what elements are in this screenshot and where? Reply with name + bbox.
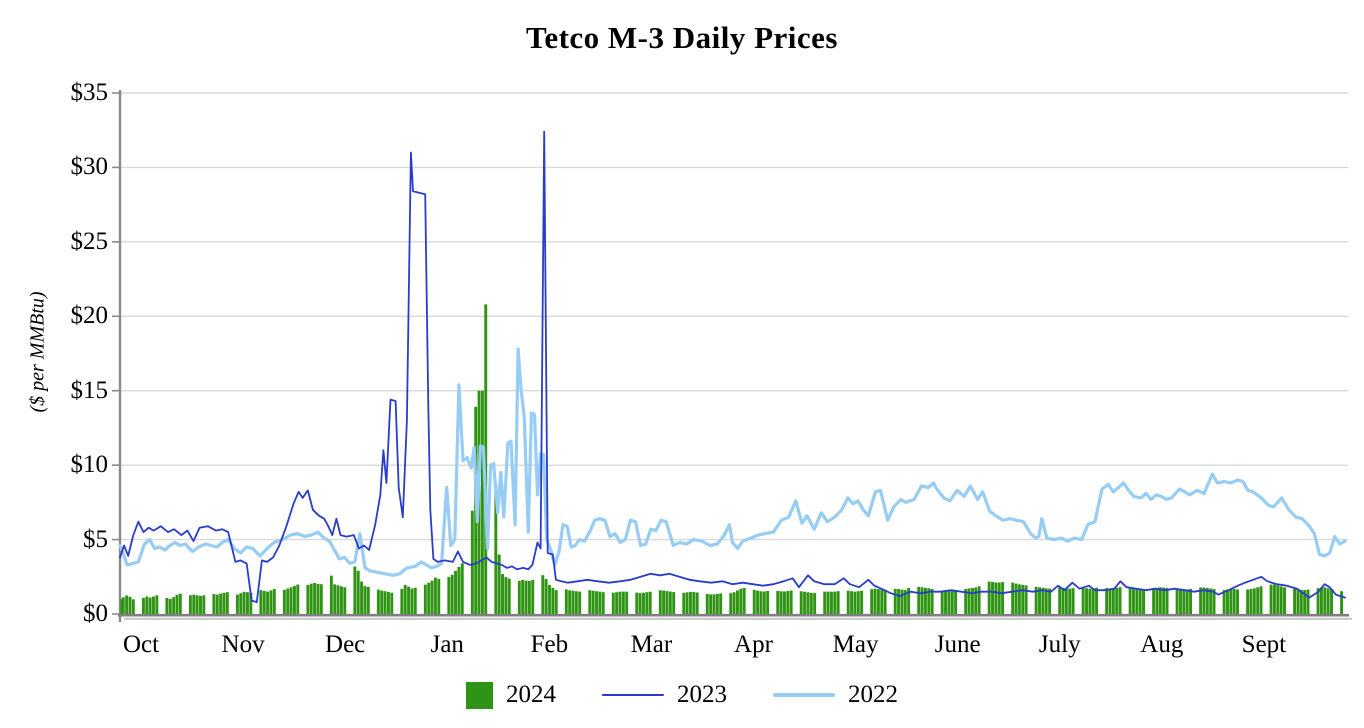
line-series-2023: [119, 130, 1346, 603]
y-tick-label: $10: [70, 451, 109, 479]
legend-item-2023: 2023: [602, 681, 727, 709]
y-tick-label: $30: [70, 153, 109, 181]
x-tick-label-may: May: [832, 631, 879, 658]
x-tick-label-apr: Apr: [734, 631, 773, 658]
line-series-2022: [118, 347, 1347, 577]
y-tick-label: $0: [83, 600, 108, 627]
legend-label-2024: 2024: [506, 681, 556, 708]
y-tick-label: $25: [70, 227, 109, 255]
y-tick-label: $15: [70, 376, 109, 404]
y-tick-label: $20: [70, 302, 109, 330]
legend-label-2023: 2023: [677, 681, 727, 708]
legend-swatch-line-2023: [602, 694, 664, 696]
chart-legend: 2024 2023 2022: [0, 681, 1364, 709]
x-tick-label-sept: Sept: [1241, 631, 1287, 658]
y-tick-label: $5: [83, 525, 108, 553]
x-tick-label-feb: Feb: [530, 631, 569, 658]
legend-swatch-square-2024: [466, 681, 493, 709]
x-tick-label-nov: Nov: [221, 631, 265, 658]
x-tick-label-dec: Dec: [325, 631, 366, 658]
chart-title: Tetco M-3 Daily Prices: [525, 20, 838, 55]
legend-item-2022: 2022: [773, 681, 898, 709]
x-tick-label-june: June: [934, 631, 981, 658]
x-tick-label-jan: Jan: [430, 631, 464, 658]
x-tick-label-mar: Mar: [630, 631, 673, 658]
legend-swatch-line-2022: [773, 693, 835, 697]
bar-series-2024: [120, 304, 1344, 614]
x-tick-label-july: July: [1038, 631, 1081, 658]
y-tick-label: $35: [70, 79, 109, 106]
x-tick-label-aug: Aug: [1140, 631, 1184, 658]
legend-label-2022: 2022: [848, 681, 898, 708]
legend-item-2024: 2024: [466, 681, 556, 709]
x-tick-label-oct: Oct: [122, 631, 160, 658]
